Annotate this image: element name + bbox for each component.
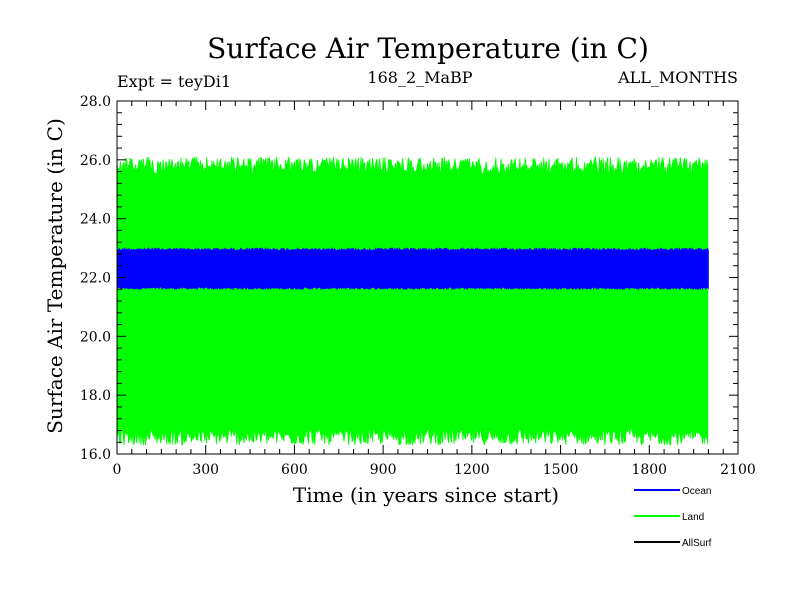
series-ocean-line xyxy=(116,246,709,291)
y-axis-label: Surface Air Temperature (in C) xyxy=(43,118,67,434)
period-label: 168_2_MaBP xyxy=(367,68,472,87)
y-tick-label: 22.0 xyxy=(80,271,111,287)
legend-label-allsurf: AllSurf xyxy=(682,538,712,549)
experiment-label: Expt = teyDi1 xyxy=(117,72,231,91)
months-label: ALL_MONTHS xyxy=(617,68,738,87)
x-axis-label: Time (in years since start) xyxy=(293,483,559,507)
x-tick-label: 0 xyxy=(113,462,122,478)
y-tick-label: 28.0 xyxy=(80,94,111,110)
y-tick-label: 16.0 xyxy=(80,447,111,463)
axes: 0 300 600 900 1200 1500 1800 2100 16.0 18.0 20.0 22… xyxy=(80,94,756,478)
legend-label-land: Land xyxy=(682,512,704,523)
chart-title: Surface Air Temperature (in C) xyxy=(207,32,649,65)
y-tick-label: 26.0 xyxy=(80,153,111,169)
plot-area xyxy=(116,155,709,447)
x-tick-label: 600 xyxy=(281,462,308,478)
x-tick-label: 1500 xyxy=(543,462,579,478)
x-tick-label: 1800 xyxy=(631,462,667,478)
x-tick-label: 300 xyxy=(192,462,219,478)
legend: Ocean Land AllSurf xyxy=(634,486,712,549)
x-tick-label: 900 xyxy=(370,462,397,478)
legend-label-ocean: Ocean xyxy=(682,486,711,497)
y-tick-label: 24.0 xyxy=(80,212,111,228)
x-tick-label: 1200 xyxy=(454,462,490,478)
x-tick-label: 2100 xyxy=(720,462,756,478)
series-land-line xyxy=(116,155,709,447)
y-tick-label: 20.0 xyxy=(80,329,111,345)
y-tick-label: 18.0 xyxy=(80,388,111,404)
